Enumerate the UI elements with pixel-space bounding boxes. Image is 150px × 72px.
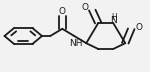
- Text: O: O: [59, 7, 66, 16]
- Text: NH: NH: [69, 39, 82, 48]
- Text: O: O: [82, 3, 89, 12]
- Text: O: O: [135, 23, 142, 32]
- Text: H: H: [111, 13, 117, 22]
- Text: N: N: [110, 16, 117, 25]
